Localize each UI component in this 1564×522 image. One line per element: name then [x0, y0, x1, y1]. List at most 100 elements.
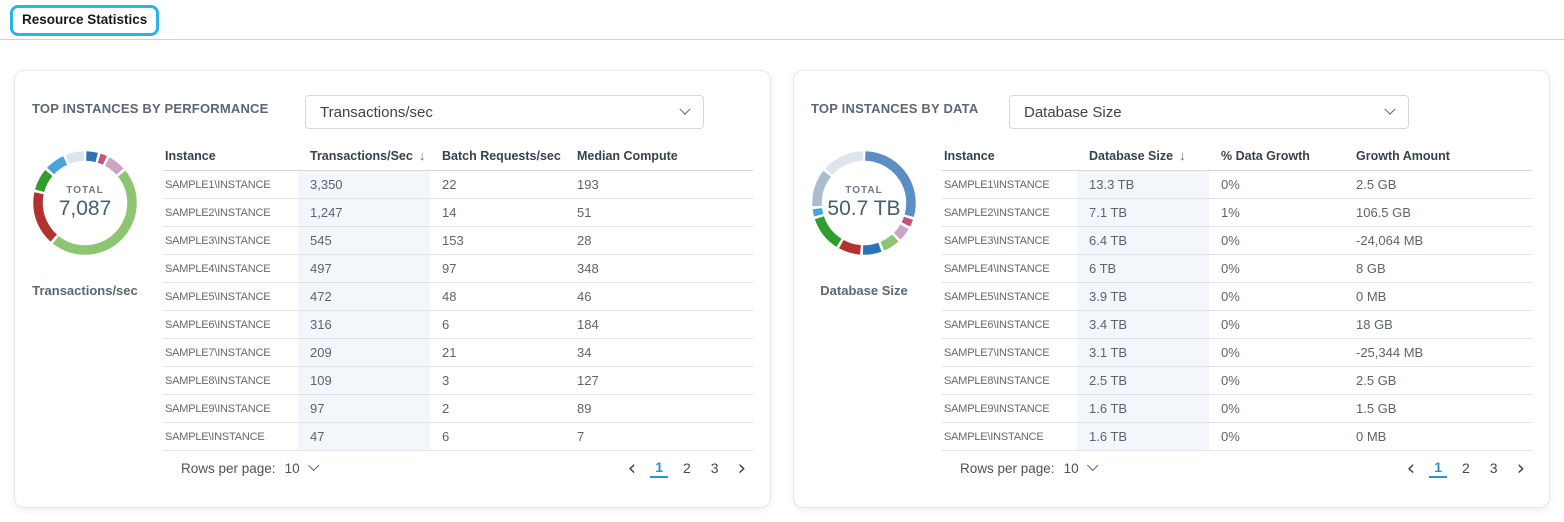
top-instances-by-performance-card: TOP INSTANCES BY PERFORMANCE Transaction… — [14, 70, 771, 508]
value-cell: 14 — [430, 198, 565, 227]
value-cell: 6.4 TB — [1077, 226, 1209, 255]
instance-name-cell: SAMPLE4\INSTANCE — [942, 254, 1077, 283]
value-cell: 184 — [565, 310, 753, 339]
value-cell: 316 — [298, 310, 430, 339]
instance-name-cell: SAMPLE5\INSTANCE — [163, 282, 298, 311]
column-header[interactable]: Database Size ↓ — [1077, 142, 1209, 171]
rows-per-page-control[interactable]: Rows per page: 10 — [960, 459, 1098, 476]
value-cell: 109 — [298, 366, 430, 395]
instance-name-cell: SAMPLE7\INSTANCE — [163, 338, 298, 367]
value-cell: 0% — [1209, 226, 1344, 255]
table-row: SAMPLE\INSTANCE 47 6 7 — [163, 422, 753, 451]
value-cell: -24,064 MB — [1344, 226, 1532, 255]
value-cell: 209 — [298, 338, 430, 367]
pagination: ‹ 1 2 3 › — [624, 457, 750, 478]
column-header[interactable]: Median Compute — [565, 142, 753, 171]
rows-per-page-value: 10 — [284, 461, 300, 476]
value-cell: 193 — [565, 170, 753, 199]
donut-segment — [812, 151, 916, 255]
value-cell: 153 — [430, 226, 565, 255]
donut-chart — [33, 151, 137, 255]
instance-name-cell: SAMPLE1\INSTANCE — [942, 170, 1077, 199]
value-cell: 0% — [1209, 422, 1344, 451]
table-header-row: Instance Transactions/Sec ↓ Batch Requests/… — [163, 142, 753, 171]
value-cell: 21 — [430, 338, 565, 367]
page-number-1[interactable]: 1 — [1429, 457, 1447, 478]
rows-per-page-label: Rows per page: — [181, 461, 276, 476]
value-cell: 348 — [565, 254, 753, 283]
donut-chart-area: TOTAL 7,087 Transactions/sec — [15, 145, 155, 298]
donut-segment — [33, 151, 137, 255]
value-cell: 13.3 TB — [1077, 170, 1209, 199]
page-number-3[interactable]: 3 — [1489, 460, 1498, 476]
value-cell: 1,247 — [298, 198, 430, 227]
value-cell: 7 — [565, 422, 753, 451]
table-row: SAMPLE1\INSTANCE 13.3 TB 0% 2.5 GB — [942, 170, 1532, 199]
value-cell: 3,350 — [298, 170, 430, 199]
column-header[interactable]: Transactions/Sec ↓ — [298, 142, 430, 171]
metric-select[interactable]: Transactions/sec — [305, 95, 704, 129]
value-cell: 97 — [298, 394, 430, 423]
pagination: ‹ 1 2 3 › — [1403, 457, 1529, 478]
value-cell: 0% — [1209, 282, 1344, 311]
instance-name-cell: SAMPLE2\INSTANCE — [942, 198, 1077, 227]
table-row: SAMPLE6\INSTANCE 3.4 TB 0% 18 GB — [942, 310, 1532, 339]
value-cell: 0 MB — [1344, 282, 1532, 311]
donut-caption: Transactions/sec — [32, 283, 138, 298]
metric-select[interactable]: Database Size — [1009, 95, 1409, 129]
donut-chart-area: TOTAL 50.7 TB Database Size — [794, 145, 934, 298]
value-cell: 6 — [430, 422, 565, 451]
prev-page-icon[interactable]: ‹ — [627, 455, 637, 480]
value-cell: 7.1 TB — [1077, 198, 1209, 227]
value-cell: 3.4 TB — [1077, 310, 1209, 339]
column-header[interactable]: Instance — [942, 142, 1077, 171]
value-cell: 8 GB — [1344, 254, 1532, 283]
value-cell: 0 MB — [1344, 422, 1532, 451]
value-cell: -25,344 MB — [1344, 338, 1532, 367]
metric-select-value: Database Size — [1024, 103, 1122, 121]
instances-table: Instance Database Size ↓% Data Growth Growt… — [942, 142, 1532, 451]
table-header-row: Instance Database Size ↓% Data Growth Growt… — [942, 142, 1532, 171]
value-cell: 0% — [1209, 170, 1344, 199]
instance-name-cell: SAMPLE\INSTANCE — [163, 422, 298, 451]
value-cell: 2.5 GB — [1344, 170, 1532, 199]
column-header[interactable]: Growth Amount — [1344, 142, 1532, 171]
donut-caption: Database Size — [820, 283, 908, 298]
column-header[interactable]: Instance — [163, 142, 298, 171]
value-cell: 1.6 TB — [1077, 422, 1209, 451]
instance-name-cell: SAMPLE8\INSTANCE — [163, 366, 298, 395]
page-title-focus-ring[interactable]: Resource Statistics — [10, 5, 160, 36]
column-header[interactable]: Batch Requests/sec — [430, 142, 565, 171]
value-cell: 47 — [298, 422, 430, 451]
table-row: SAMPLE5\INSTANCE 3.9 TB 0% 0 MB — [942, 282, 1532, 311]
page-number-3[interactable]: 3 — [710, 460, 719, 476]
table-row: SAMPLE3\INSTANCE 545 153 28 — [163, 226, 753, 255]
page-number-2[interactable]: 2 — [1462, 460, 1470, 476]
instance-name-cell: SAMPLE7\INSTANCE — [942, 338, 1077, 367]
value-cell: 51 — [565, 198, 753, 227]
value-cell: 2.5 TB — [1077, 366, 1209, 395]
value-cell: 106.5 GB — [1344, 198, 1532, 227]
page-number-2[interactable]: 2 — [683, 460, 691, 476]
prev-page-icon[interactable]: ‹ — [1406, 455, 1416, 480]
table-row: SAMPLE7\INSTANCE 209 21 34 — [163, 338, 753, 367]
instance-name-cell: SAMPLE4\INSTANCE — [163, 254, 298, 283]
value-cell: 28 — [565, 226, 753, 255]
donut-chart — [812, 151, 916, 255]
header-divider — [0, 39, 1564, 40]
rows-per-page-control[interactable]: Rows per page: 10 — [181, 459, 319, 476]
next-page-icon[interactable]: › — [737, 455, 746, 480]
table-row: SAMPLE2\INSTANCE 7.1 TB 1% 106.5 GB — [942, 198, 1532, 227]
value-cell: 6 TB — [1077, 254, 1209, 283]
table-row: SAMPLE7\INSTANCE 3.1 TB 0% -25,344 MB — [942, 338, 1532, 367]
page-number-1[interactable]: 1 — [650, 457, 668, 478]
value-cell: 18 GB — [1344, 310, 1532, 339]
instance-name-cell: SAMPLE6\INSTANCE — [942, 310, 1077, 339]
page-title: Resource Statistics — [22, 12, 148, 27]
value-cell: 3.1 TB — [1077, 338, 1209, 367]
value-cell: 0% — [1209, 338, 1344, 367]
instance-name-cell: SAMPLE9\INSTANCE — [942, 394, 1077, 423]
next-page-icon[interactable]: › — [1516, 455, 1525, 480]
instance-name-cell: SAMPLE\INSTANCE — [942, 422, 1077, 451]
column-header[interactable]: % Data Growth — [1209, 142, 1344, 171]
